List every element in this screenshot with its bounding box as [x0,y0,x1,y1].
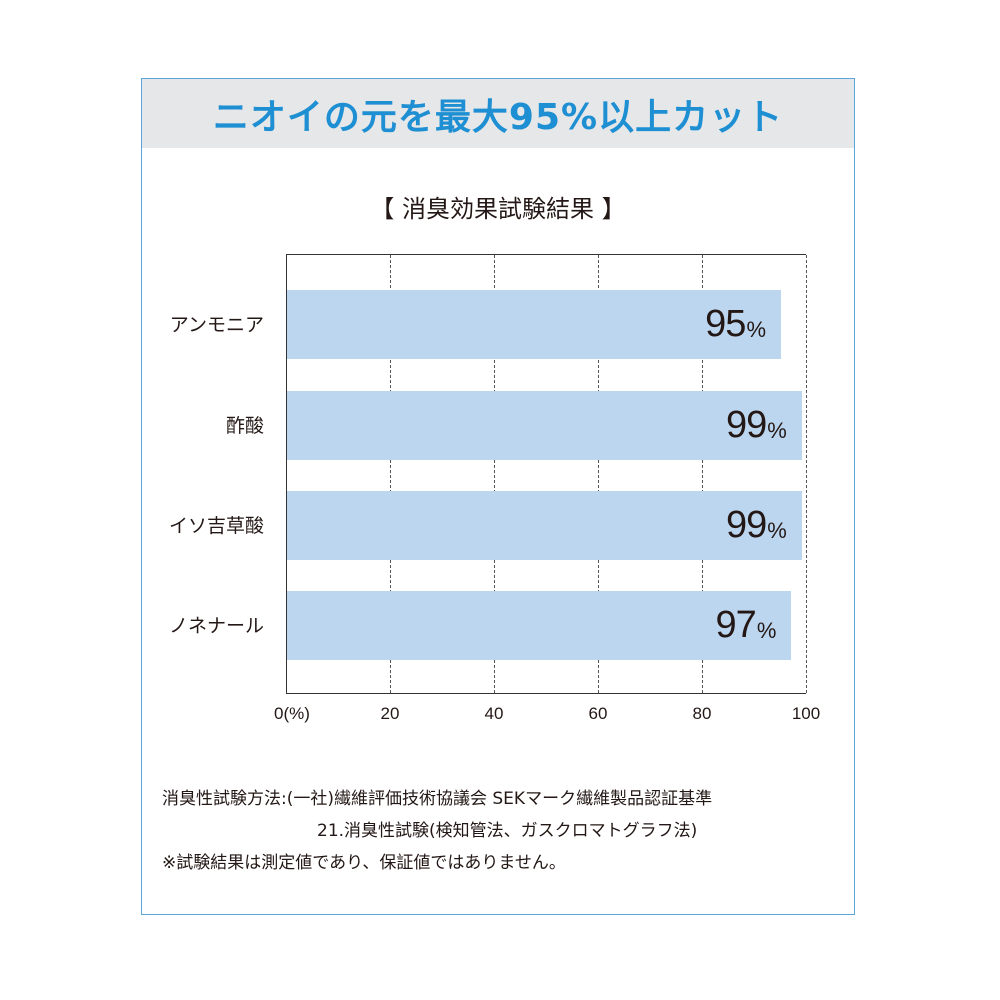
bar-1: 99% [287,391,802,460]
value-number: 99 [725,404,767,446]
value-unit: % [767,517,787,543]
chart-card: ニオイの元を最大95%以上カット 【 消臭効果試験結果 】 95% 99% 99% 9… [141,78,855,915]
bar-value-label: 99% [725,391,787,460]
bar-value-label: 97% [715,591,777,660]
category-label: ノネナール [168,615,264,637]
gridline-20 [389,255,391,693]
x-tick-label: 80 [692,704,712,723]
gridline-40 [493,255,495,693]
category-label: イソ吉草酸 [168,515,264,537]
header-band: ニオイの元を最大95%以上カット [142,79,854,148]
note-disclaimer: ※試験結果は測定値であり、保証値ではありません。 [162,853,566,873]
headline: ニオイの元を最大95%以上カット [212,96,784,138]
note-standard: 21.消臭性試験(検知管法、ガスクロマトグラフ法) [317,821,698,841]
bar-2: 99% [287,491,802,560]
value-unit: % [767,417,787,443]
gridline-100 [805,255,807,693]
gridline-60 [597,255,599,693]
plot-area: 95% 99% 99% 97% [286,254,807,694]
value-unit: % [756,617,777,643]
x-tick-label: 100 [791,704,821,723]
value-number: 97 [715,604,757,646]
value-unit: % [746,316,766,342]
category-label: アンモニア [169,314,264,336]
bar-3: 97% [287,591,792,660]
bar-value-label: 95% [705,290,766,359]
x-tick-label: 20 [380,704,400,723]
note-method: 消臭性試験方法:(一社)繊維評価技術協議会 SEKマーク繊維製品認証基準 [162,789,713,809]
x-tick-label: 40 [484,704,504,723]
bar-value-label: 99% [725,491,787,560]
value-number: 99 [725,504,767,546]
chart-title: 【 消臭効果試験結果 】 [370,195,626,223]
x-tick-label: 60 [588,704,608,723]
gridline-80 [701,255,703,693]
category-label: 酢酸 [225,415,264,437]
value-number: 95 [705,303,746,345]
bar-0: 95% [287,290,781,359]
x-tick-label: 0(%) [274,704,310,723]
